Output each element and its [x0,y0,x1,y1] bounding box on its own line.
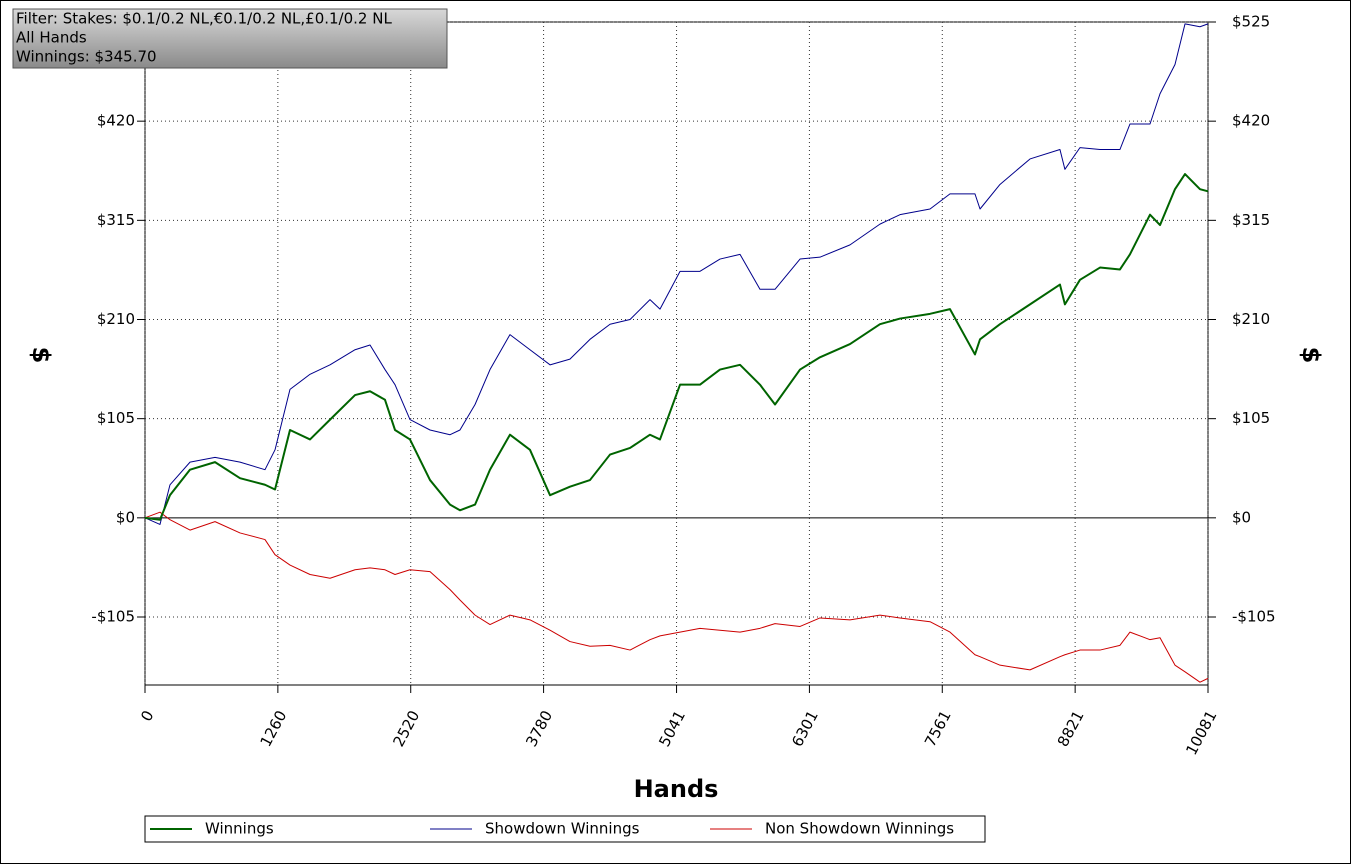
series-line [144,173,1209,521]
series-line [144,23,1209,525]
y-tick-label: $420 [97,112,135,130]
y-tick-label: $315 [97,211,135,229]
y-tick-label: $210 [97,310,135,328]
filter-text: Filter: Stakes: $0.1/0.2 NL,€0.1/0.2 NL,… [16,10,392,28]
y-axis-title: $ [27,347,55,364]
series-line [144,511,1209,683]
y-tick-label: $105 [97,409,135,427]
y-tick-label: -$105 [91,608,135,626]
y2-tick-label: -$105 [1232,608,1276,626]
y2-axis-title: $ [1297,347,1325,364]
y2-tick-label: $0 [1232,508,1251,526]
y2-tick-label: $420 [1232,112,1270,130]
y-tick-label: $0 [116,508,135,526]
y2-tick-label: $210 [1232,310,1270,328]
legend-label: Non Showdown Winnings [765,820,954,838]
filter-box [12,8,448,69]
legend [144,815,986,843]
winnings-text: Winnings: $345.70 [16,48,157,66]
legend-label: Showdown Winnings [485,820,640,838]
legend-label: Winnings [205,820,274,838]
y2-tick-label: $105 [1232,409,1270,427]
y2-tick-label: $525 [1232,13,1270,31]
plot-area [144,21,1209,686]
hands-text: All Hands [16,29,87,47]
x-axis-title: Hands [634,775,719,803]
y2-tick-label: $315 [1232,211,1270,229]
